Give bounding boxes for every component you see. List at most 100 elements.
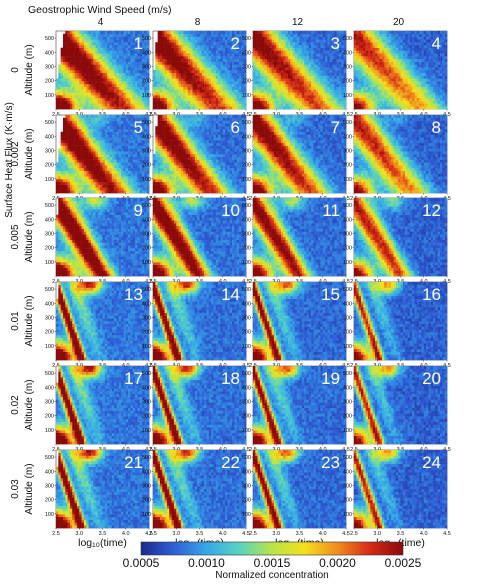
heatmap-cell — [93, 51, 96, 54]
heatmap-cell — [98, 59, 101, 62]
heatmap-cell — [112, 37, 115, 40]
heatmap-cell — [197, 53, 200, 56]
heatmap-cell — [119, 51, 122, 54]
heatmap-cell — [232, 95, 235, 98]
heatmap-cell — [63, 51, 66, 54]
heatmap-cell — [288, 64, 291, 67]
heatmap-cell — [116, 67, 119, 70]
heatmap-cell — [341, 106, 344, 109]
heatmap-cell — [260, 53, 263, 56]
heatmap-cell — [363, 45, 366, 48]
heatmap-cell — [262, 56, 265, 59]
heatmap-cell — [204, 103, 207, 106]
heatmap-cell — [119, 98, 122, 101]
heatmap-cell — [183, 56, 186, 59]
heatmap-cell — [188, 64, 191, 67]
heatmap-cell — [320, 34, 323, 37]
heatmap-cell — [206, 78, 209, 81]
heatmap-cell — [414, 78, 417, 81]
heatmap-cell — [232, 78, 235, 81]
heatmap-cell — [158, 64, 161, 67]
heatmap-cell — [366, 34, 369, 37]
heatmap-cell — [169, 70, 172, 73]
heatmap-cell — [56, 78, 59, 81]
heatmap-cell — [158, 53, 161, 56]
heatmap-cell — [412, 59, 415, 62]
heatmap-cell — [158, 51, 161, 54]
heatmap-cell — [304, 87, 307, 90]
heatmap-cell — [380, 51, 383, 54]
heatmap-cell — [410, 98, 413, 101]
heatmap-cell — [253, 53, 256, 56]
heatmap-cell — [311, 67, 314, 70]
heatmap-cell — [209, 73, 212, 76]
heatmap-cell — [202, 53, 205, 56]
heatmap-cell — [98, 45, 101, 48]
heatmap-cell — [279, 98, 282, 101]
heatmap-cell — [297, 81, 300, 84]
heatmap-cell — [65, 84, 68, 87]
heatmap-cell — [75, 103, 78, 106]
heatmap-cell — [359, 42, 362, 45]
heatmap-cell — [267, 48, 270, 51]
heatmap-cell — [337, 81, 340, 84]
heatmap-cell — [363, 90, 366, 93]
heatmap-cell — [158, 56, 161, 59]
heatmap-cell — [119, 39, 122, 42]
heatmap-cell — [105, 87, 108, 90]
heatmap-cell — [84, 37, 87, 40]
heatmap-cell — [211, 48, 214, 51]
heatmap-cell — [128, 53, 131, 56]
heatmap-cell — [112, 45, 115, 48]
heatmap-cell — [58, 76, 61, 79]
heatmap-cell — [61, 95, 64, 98]
heatmap-cell — [318, 64, 321, 67]
heatmap-cell — [232, 106, 235, 109]
heatmap-cell — [290, 95, 293, 98]
heatmap-cell — [269, 103, 272, 106]
heatmap-cell — [293, 34, 296, 37]
heatmap-cell — [112, 73, 115, 76]
heatmap-cell — [190, 98, 193, 101]
heatmap-cell — [359, 87, 362, 90]
heatmap-cell — [193, 73, 196, 76]
heatmap-cell — [216, 95, 219, 98]
heatmap-cell — [384, 48, 387, 51]
heatmap-cell — [70, 62, 73, 65]
heatmap-cell — [265, 98, 268, 101]
heatmap-cell — [366, 31, 369, 34]
heatmap-cell — [72, 78, 75, 81]
heatmap-cell — [330, 84, 333, 87]
heatmap-cell — [75, 48, 78, 51]
heatmap-cell — [126, 78, 129, 81]
heatmap-cell — [142, 101, 145, 104]
heatmap-cell — [114, 70, 117, 73]
heatmap-cell — [258, 95, 261, 98]
heatmap-cell — [206, 37, 209, 40]
heatmap-cell — [121, 101, 124, 104]
heatmap-cell — [269, 87, 272, 90]
heatmap-cell — [286, 53, 289, 56]
heatmap-cell — [414, 103, 417, 106]
heatmap-cell — [190, 53, 193, 56]
heatmap-cell — [204, 70, 207, 73]
heatmap-cell — [276, 37, 279, 40]
heatmap-cell — [98, 98, 101, 101]
heatmap-cell — [77, 67, 80, 70]
heatmap-cell — [258, 34, 261, 37]
heatmap-cell — [82, 81, 85, 84]
heatmap-cell — [234, 103, 237, 106]
heatmap-cell — [160, 106, 163, 109]
heatmap-cell — [188, 73, 191, 76]
heatmap-cell — [412, 101, 415, 104]
heatmap-cell — [241, 31, 244, 34]
heatmap-cell — [380, 95, 383, 98]
heatmap-cell — [107, 78, 110, 81]
heatmap-cell — [316, 81, 319, 84]
heatmap-cell — [356, 31, 359, 34]
heatmap-cell — [290, 59, 293, 62]
heatmap-cell — [209, 48, 212, 51]
heatmap-cell — [63, 56, 66, 59]
heatmap-cell — [234, 64, 237, 67]
heatmap-cell — [107, 37, 110, 40]
